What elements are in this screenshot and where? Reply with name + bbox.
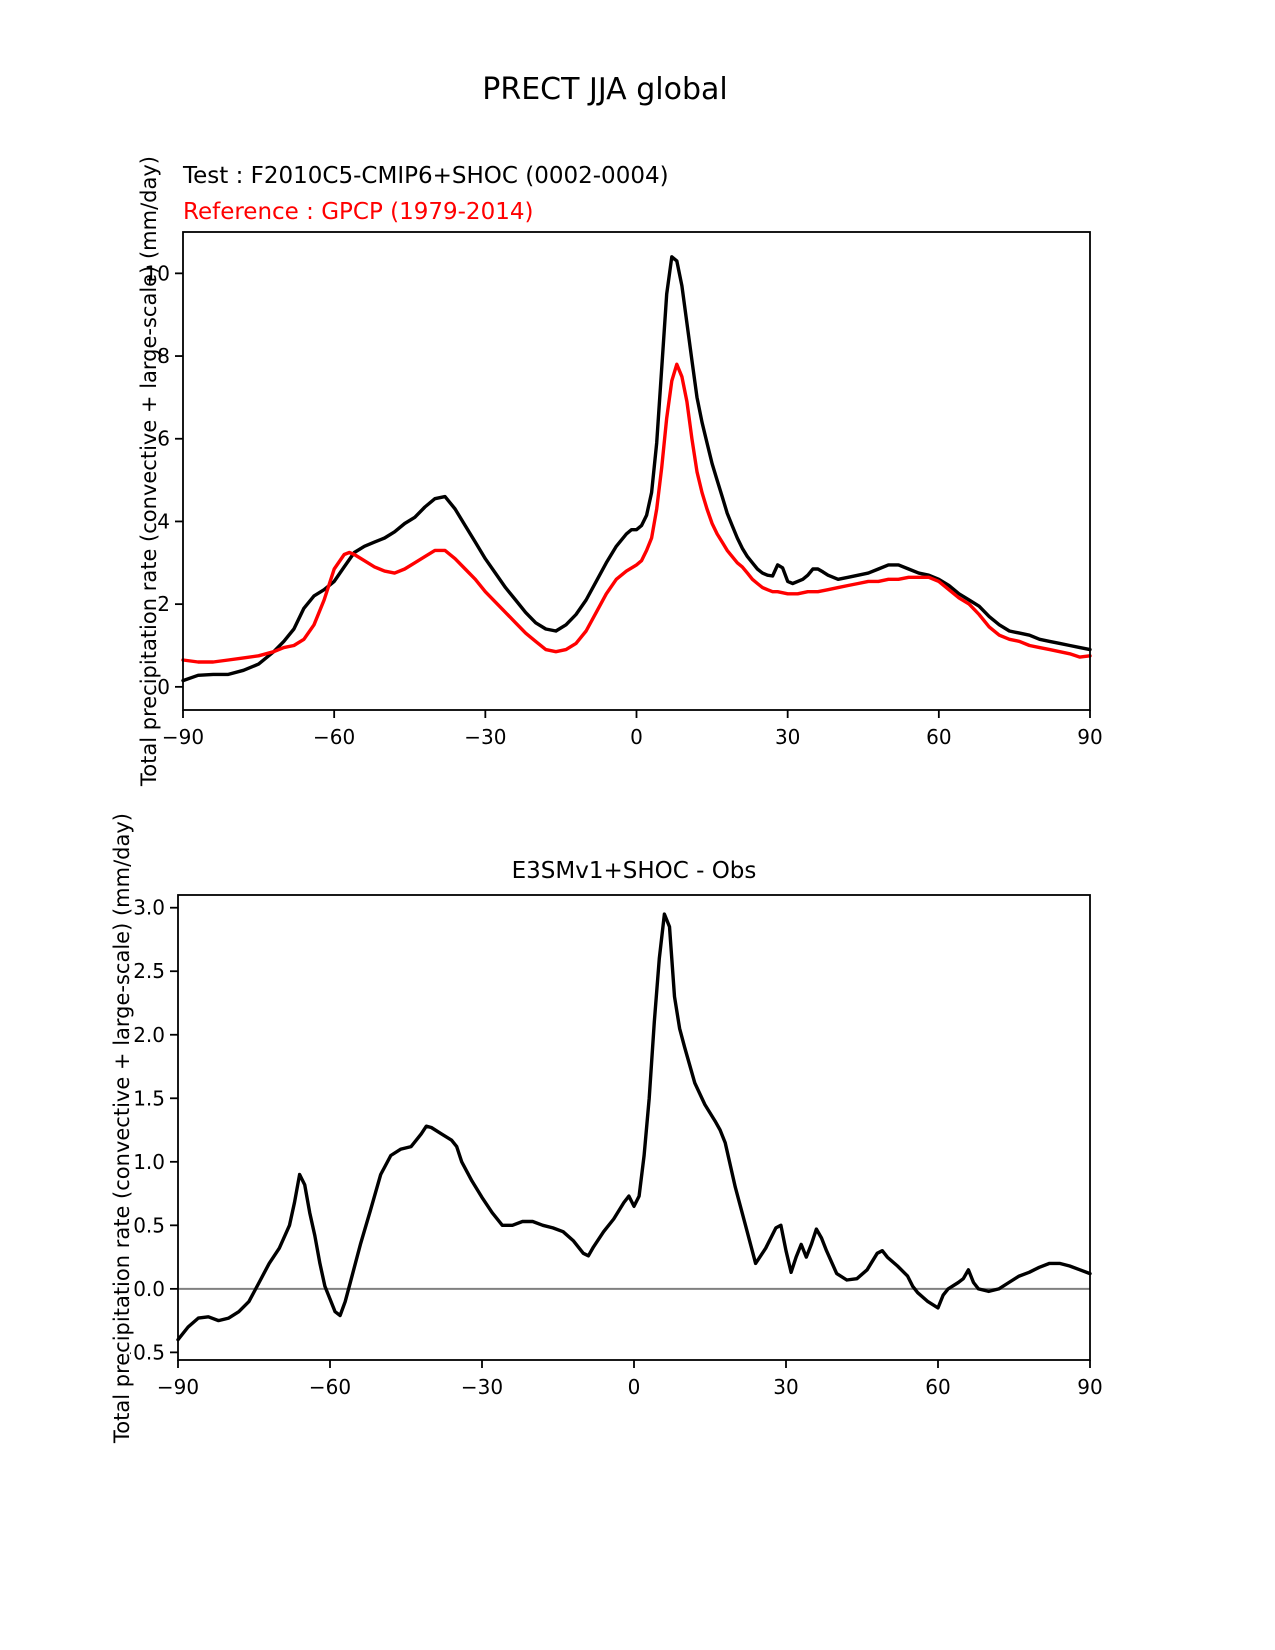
- legend-test-label: Test : F2010C5-CMIP6+SHOC (0002-0004): [183, 163, 669, 189]
- y-tick-label: 1.0: [133, 1150, 165, 1174]
- y-tick-label: 3.0: [133, 896, 165, 920]
- y-tick-label: 0.5: [133, 1213, 165, 1237]
- figure-title: PRECT JJA global: [482, 72, 728, 107]
- series-line-0: [181, 255, 1092, 683]
- y-tick-label: −0.5: [130, 1340, 165, 1364]
- x-tick-label: 60: [925, 1375, 950, 1399]
- x-tick-label: −60: [313, 725, 355, 749]
- y-tick-label: 2.0: [133, 1023, 165, 1047]
- y-tick-label: 4: [157, 509, 170, 533]
- x-tick-label: −60: [309, 1375, 351, 1399]
- x-tick-label: 30: [775, 725, 800, 749]
- y-tick-label: 8: [157, 344, 170, 368]
- series-line-0: [176, 912, 1092, 1342]
- x-tick-label: 30: [773, 1375, 798, 1399]
- x-tick-label: 0: [628, 1375, 641, 1399]
- y-tick-label: 2.5: [133, 959, 165, 983]
- x-tick-label: −90: [162, 725, 204, 749]
- axes-box: [177, 894, 1091, 1361]
- y-tick-label: 10: [145, 261, 170, 285]
- bottom-chart-title: E3SMv1+SHOC - Obs: [511, 858, 757, 884]
- x-tick-label: −90: [157, 1375, 199, 1399]
- x-tick-label: 90: [1077, 725, 1102, 749]
- axes-box: [182, 231, 1091, 711]
- bottom-chart-plot: −90 −60 −30 0 30 60 90 −0.5 0.0 0.5 1.0 1.5 2.0 2.5 3.…: [130, 894, 1103, 1399]
- y-tick-label: 0.0: [133, 1277, 165, 1301]
- legend-reference-label: Reference : GPCP (1979-2014): [183, 199, 534, 225]
- x-tick-label: 60: [926, 725, 951, 749]
- series-line-1: [181, 362, 1092, 664]
- x-tick-label: −30: [464, 725, 506, 749]
- y-tick-label: 6: [157, 427, 170, 451]
- x-tick-label: 0: [630, 725, 643, 749]
- top-chart-plot: −90 −60 −30 0 30 60 90 0 2 4 6 8 10: [145, 231, 1103, 749]
- x-tick-label: −30: [461, 1375, 503, 1399]
- y-tick-label: 1.5: [133, 1086, 165, 1110]
- y-tick-label: 2: [157, 592, 170, 616]
- x-tick-label: 90: [1077, 1375, 1102, 1399]
- y-tick-label: 0: [157, 675, 170, 699]
